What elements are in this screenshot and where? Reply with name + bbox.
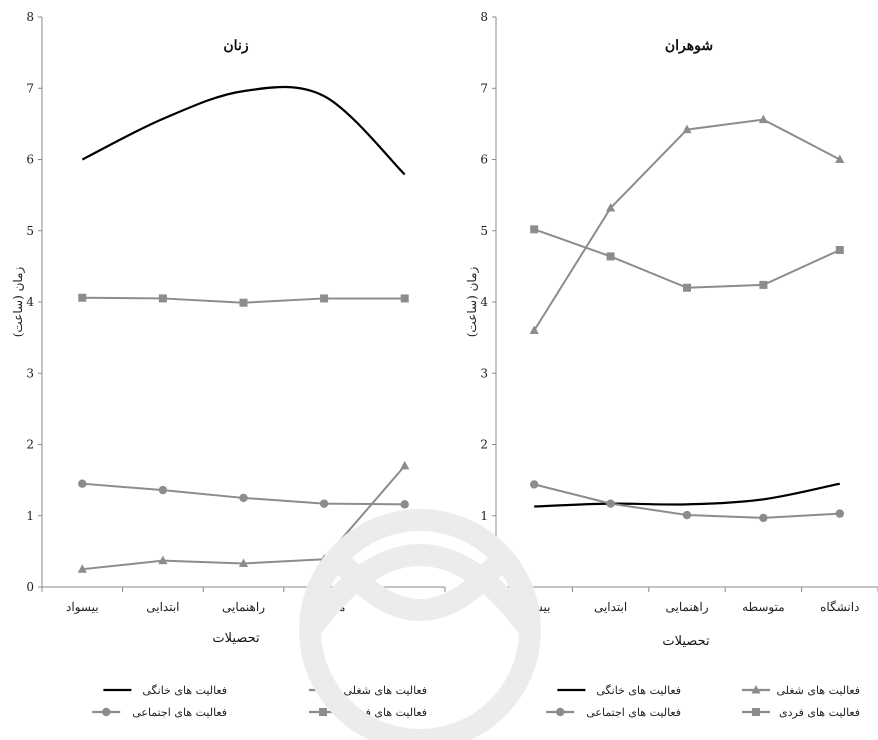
legend-label: فعالیت های اجتماعی	[132, 706, 227, 719]
series-1	[534, 482, 841, 508]
y-tick-label: 8	[480, 10, 488, 24]
legend-entry: فعالیت های خانگی	[103, 684, 227, 697]
series-line	[533, 118, 841, 332]
y-tick-label: 5	[480, 224, 488, 238]
y-tick-label: 3	[26, 366, 34, 380]
data-point	[682, 510, 692, 520]
y-axis-title: زمان (ساعت)	[465, 267, 479, 338]
chart-panel-2: 0 1 2 3 4 5 6 7 8 بیسواد ابتدایی راهنمایی متوسطه دانش…	[465, 10, 878, 719]
y-tick-label: 4	[26, 295, 34, 309]
x-tick-label: دانشگاه	[820, 600, 859, 614]
x-axis-title: تحصیلات	[662, 634, 710, 649]
series-1	[81, 85, 406, 176]
x-tick-label: دانشگاه	[385, 600, 424, 614]
x-tick-label: متوسطه	[742, 600, 785, 614]
legend-entry: فعالیت های اجتماعی	[92, 706, 227, 719]
legend-entry: فعالیت های شغلی	[742, 684, 860, 697]
data-point	[835, 154, 845, 163]
legend-entry: فعالیت های خانگی	[557, 684, 681, 697]
series-4	[530, 225, 844, 292]
series-line	[82, 465, 406, 571]
data-point	[835, 245, 844, 254]
legend-label: فعالیت های شغلی	[344, 684, 427, 697]
x-tick-label: بیسواد	[518, 600, 551, 614]
data-point	[529, 325, 539, 334]
data-point	[319, 499, 329, 508]
data-point	[239, 298, 248, 307]
legend-entry: فعالیت های اجتماعی	[546, 706, 681, 719]
data-point	[158, 294, 167, 303]
data-point	[400, 460, 410, 470]
legend-label: فعالیت های شغلی	[777, 684, 860, 697]
legend-entry: فعالیت های فردی	[742, 706, 860, 719]
y-tick-label: 8	[26, 10, 34, 24]
series-2	[529, 114, 845, 334]
data-point	[77, 564, 87, 573]
data-point	[606, 499, 615, 508]
y-tick-label: 5	[26, 224, 34, 238]
series-4	[78, 293, 409, 307]
x-tick-label: راهنمایی	[222, 600, 265, 614]
data-point	[78, 479, 87, 488]
y-tick-label: 6	[480, 153, 488, 167]
legend-entry: فعالیت های شغلی	[309, 684, 427, 697]
y-tick-label: 0	[26, 580, 34, 594]
data-point	[158, 555, 168, 565]
x-tick-label: ابتدایی	[146, 600, 179, 614]
data-point	[320, 294, 329, 303]
series-2	[77, 460, 410, 573]
y-axis-title: زمان (ساعت)	[11, 267, 25, 338]
data-point	[758, 114, 768, 124]
y-tick-label: 3	[480, 366, 488, 380]
legend-label: فعالیت های خانگی	[142, 684, 227, 697]
series-3	[78, 479, 409, 509]
legend-symbol-marker	[102, 707, 111, 717]
y-tick-label: 7	[480, 81, 488, 95]
chart-title: شوهران	[665, 38, 713, 54]
data-point	[683, 283, 691, 292]
legend-label: فعالیت های اجتماعی	[586, 706, 681, 719]
y-tick-label: 1	[26, 509, 34, 523]
legend-symbol-marker	[556, 707, 565, 717]
legend-label: فعالیت های فردی	[779, 706, 860, 719]
data-point	[400, 294, 409, 303]
x-tick-label: ابتدایی	[594, 600, 627, 614]
y-tick-label: 2	[480, 438, 488, 452]
y-tick-label: 4	[480, 295, 488, 309]
data-point	[530, 225, 539, 234]
x-tick-label: بیسواد	[66, 600, 99, 614]
data-point	[239, 493, 248, 503]
x-tick-label: راهنمایی	[665, 600, 708, 614]
data-point	[835, 509, 844, 518]
series-3	[530, 480, 844, 523]
x-axis-title: تحصیلات	[212, 631, 260, 646]
data-point	[78, 293, 87, 302]
series-line	[81, 85, 406, 176]
legend-label: فعالیت های خانگی	[596, 684, 681, 697]
data-point	[530, 480, 539, 489]
legend-symbol-marker	[319, 708, 327, 716]
data-point	[400, 500, 409, 509]
data-point	[606, 252, 615, 261]
y-tick-label: 2	[26, 438, 34, 452]
y-tick-label: 0	[480, 580, 488, 594]
data-point	[238, 558, 249, 567]
data-point	[158, 485, 168, 495]
y-tick-label: 7	[26, 81, 34, 95]
data-point	[759, 513, 768, 523]
series-line	[534, 482, 841, 508]
y-tick-label: 1	[480, 509, 488, 523]
chart-title: زنان	[223, 38, 248, 54]
data-point	[682, 124, 692, 134]
y-tick-label: 6	[26, 153, 34, 167]
legend-symbol-marker	[751, 685, 761, 694]
x-tick-label: متوسطه	[303, 600, 346, 614]
chart-panel-1: 0 1 2 3 4 5 6 7 8 بیسواد ابتدایی راهنمایی متوسطه دانش…	[11, 10, 446, 719]
legend-symbol-marker	[752, 708, 760, 716]
data-point	[606, 202, 616, 212]
legend-entry: فعالیت های فردی	[309, 706, 427, 719]
legend-label: فعالیت های فردی	[346, 706, 427, 719]
data-point	[759, 280, 768, 289]
